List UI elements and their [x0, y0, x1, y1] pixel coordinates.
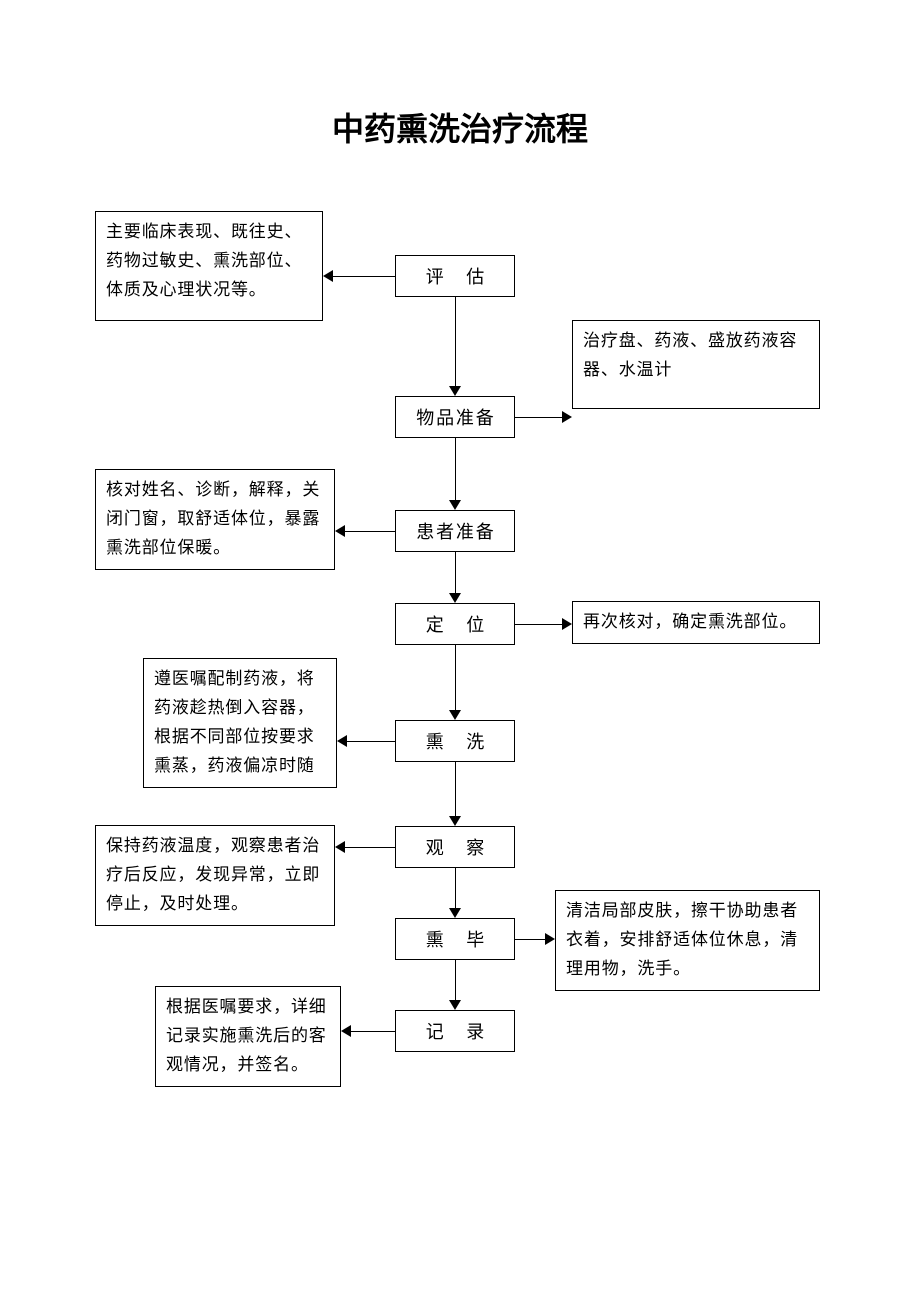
- flow-node-n2: 物品准备: [395, 396, 515, 438]
- flow-node-n3: 患者准备: [395, 510, 515, 552]
- desc-d2: 治疗盘、药液、盛放药液容器、水温计: [572, 320, 820, 409]
- side-arrow: [515, 417, 564, 418]
- desc-d6: 保持药液温度，观察患者治疗后反应，发现异常，立即停止，及时处理。: [95, 825, 335, 926]
- flow-arrow: [455, 297, 456, 388]
- arrow-head: [449, 386, 461, 396]
- flow-arrow: [455, 960, 456, 1002]
- arrow-head: [335, 841, 345, 853]
- arrow-head: [341, 1025, 351, 1037]
- flow-node-n1: 评 估: [395, 255, 515, 297]
- arrow-head: [335, 525, 345, 537]
- arrow-head: [449, 1000, 461, 1010]
- arrow-head: [449, 908, 461, 918]
- flow-arrow: [455, 438, 456, 502]
- side-arrow: [349, 1031, 395, 1032]
- side-arrow: [343, 847, 395, 848]
- arrow-head: [562, 618, 572, 630]
- flow-arrow: [455, 645, 456, 712]
- side-arrow: [345, 741, 395, 742]
- arrow-head: [449, 816, 461, 826]
- flow-arrow: [455, 552, 456, 595]
- arrow-head: [337, 735, 347, 747]
- flow-arrow: [455, 762, 456, 818]
- flow-node-n4: 定 位: [395, 603, 515, 645]
- side-arrow: [515, 624, 564, 625]
- desc-d1: 主要临床表现、既往史、药物过敏史、熏洗部位、体质及心理状况等。: [95, 211, 323, 321]
- page-title: 中药熏洗治疗流程: [0, 104, 920, 150]
- arrow-head: [545, 933, 555, 945]
- side-arrow: [331, 276, 395, 277]
- arrow-head: [449, 710, 461, 720]
- desc-d5: 遵医嘱配制药液，将药液趁热倒入容器，根据不同部位按要求熏蒸，药液偏凉时随: [143, 658, 337, 788]
- flow-node-n5: 熏 洗: [395, 720, 515, 762]
- flow-arrow: [455, 868, 456, 910]
- arrow-head: [562, 411, 572, 423]
- desc-d7: 清洁局部皮肤，擦干协助患者衣着，安排舒适体位休息，清理用物，洗手。: [555, 890, 820, 991]
- side-arrow: [515, 939, 547, 940]
- arrow-head: [449, 593, 461, 603]
- arrow-head: [449, 500, 461, 510]
- desc-d4: 再次核对，确定熏洗部位。: [572, 601, 820, 644]
- side-arrow: [343, 531, 395, 532]
- flow-node-n8: 记 录: [395, 1010, 515, 1052]
- flow-node-n6: 观 察: [395, 826, 515, 868]
- desc-d3: 核对姓名、诊断，解释，关闭门窗，取舒适体位，暴露熏洗部位保暖。: [95, 469, 335, 570]
- arrow-head: [323, 270, 333, 282]
- desc-d8: 根据医嘱要求，详细记录实施熏洗后的客观情况，并签名。: [155, 986, 341, 1087]
- flow-node-n7: 熏 毕: [395, 918, 515, 960]
